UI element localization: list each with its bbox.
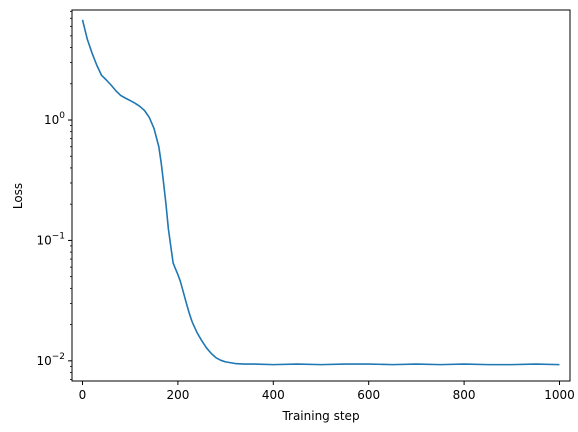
y-axis-label: Loss (11, 183, 25, 209)
loss-series-line (81, 19, 560, 366)
y-tick-label: 100 (44, 111, 65, 127)
y-tick-label: 10−1 (36, 231, 65, 247)
y-axis-ticks: 10−2 10−1 100 (36, 10, 72, 380)
x-tick-label: 600 (357, 388, 380, 402)
x-tick-label: 1000 (544, 388, 575, 402)
y-tick-label: 10−2 (36, 352, 65, 368)
x-tick-label: 200 (166, 388, 189, 402)
x-axis-label: Training step (281, 409, 359, 423)
x-axis-ticks: 0 200 400 600 800 1000 (79, 381, 575, 402)
x-tick-label: 800 (453, 388, 476, 402)
plot-area (71, 9, 571, 382)
x-tick-label: 0 (79, 388, 87, 402)
x-tick-label: 400 (262, 388, 285, 402)
